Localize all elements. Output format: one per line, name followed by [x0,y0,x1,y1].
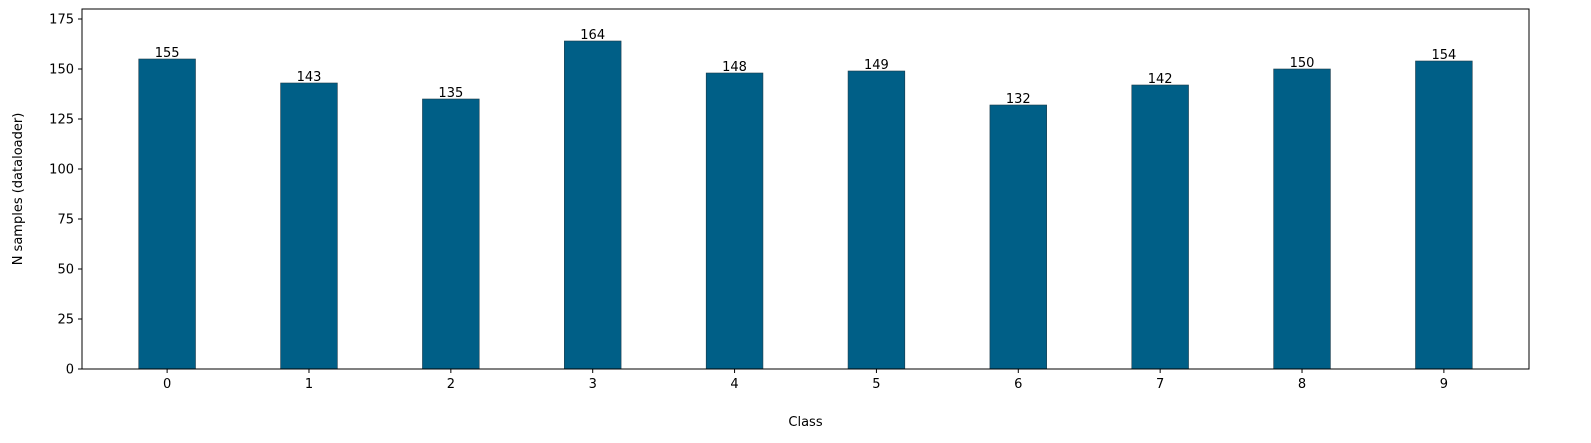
x-tick-label-6: 6 [1014,377,1022,392]
bar-class-6 [989,104,1047,370]
bar-class-2 [422,98,480,370]
y-tick-label-150: 150 [49,63,74,78]
x-axis-label: Class [788,415,822,430]
y-tick-label-25: 25 [57,313,74,328]
bar-class-1 [280,82,338,370]
data-label-class-9: 154 [1431,48,1456,63]
bars-group [138,40,1473,370]
x-tick-label-0: 0 [163,377,171,392]
x-tick-label-8: 8 [1298,377,1306,392]
x-tick-label-7: 7 [1156,377,1164,392]
bar-class-7 [1131,84,1189,370]
x-tick-label-9: 9 [1440,377,1448,392]
y-axis-label: N samples (dataloader) [11,113,26,266]
y-tick-label-0: 0 [66,363,74,378]
data-labels-group: 155 143 135 164 148 149 132 142 150 154 [155,28,1457,107]
x-tick-label-5: 5 [872,377,880,392]
data-label-class-8: 150 [1290,56,1315,71]
data-label-class-0: 155 [155,46,180,61]
bar-class-9 [1415,60,1473,370]
y-tick-label-75: 75 [57,213,74,228]
y-tick-label-50: 50 [57,263,74,278]
x-tick-label-1: 1 [305,377,313,392]
y-tick-label-100: 100 [49,163,74,178]
bar-class-5 [847,70,906,370]
x-tick-label-4: 4 [730,377,738,392]
data-label-class-1: 143 [297,70,322,85]
bar-class-8 [1273,68,1331,370]
bar-class-3 [564,40,622,370]
data-label-class-5: 149 [864,58,889,73]
plot-area-frame [81,8,1530,370]
data-label-class-7: 142 [1148,72,1173,87]
x-tick-label-3: 3 [589,377,597,392]
data-label-class-3: 164 [580,28,605,43]
x-tick-label-2: 2 [447,377,455,392]
y-tick-label-125: 125 [49,113,74,128]
data-label-class-4: 148 [722,60,747,75]
x-axis-ticks: 0 1 2 3 4 5 6 7 8 9 [163,369,1448,392]
data-label-class-2: 135 [438,86,463,101]
y-tick-label-175: 175 [49,13,74,28]
y-axis-ticks: 0 25 50 75 100 125 150 175 [49,13,82,378]
bar-class-0 [138,58,196,370]
data-label-class-6: 132 [1006,92,1031,107]
bar-class-4 [705,72,764,370]
